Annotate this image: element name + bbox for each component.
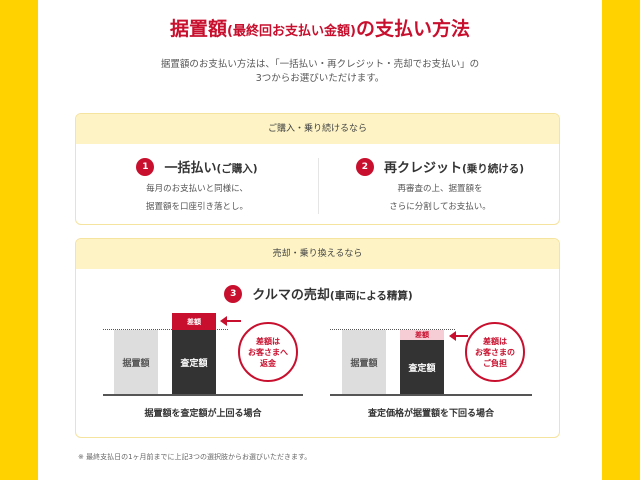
bubble-text: 返金 [260, 358, 276, 368]
baseline [330, 394, 532, 396]
refund-bubble: 差額は お客さまへ 返金 [238, 322, 298, 382]
difference-block: 差額 [172, 313, 216, 330]
diagram-caption: 据置額を査定額が上回る場合 [144, 409, 262, 419]
lead-line: 据置額のお支払い方法は、「一括払い・再クレジット・売却でお支払い」の [160, 59, 480, 70]
option-title-paren: (車両による精算) [329, 290, 413, 302]
number-badge: 2 [355, 157, 374, 176]
purchase-section: ご購入・乗り続けるなら 1 一括払い(ご購入) 毎月のお支払いと同様に、 据置額を… [75, 113, 560, 225]
title-part: の支払い方法 [355, 18, 470, 40]
divider [318, 158, 319, 214]
option-desc: 毎月のお支払いと同様に、 [146, 184, 248, 194]
option-title-paren: (ご購入) [216, 163, 258, 175]
reference-line [330, 329, 455, 330]
option-desc: さらに分割してお支払い。 [389, 202, 491, 212]
diagram-caption: 査定価格が据置額を下回る場合 [367, 409, 494, 419]
option-title-paren: (乗り続ける) [461, 163, 525, 175]
option-title-text: クルマの売却 [252, 288, 330, 303]
option-title: 再クレジット(乗り続ける) [384, 161, 524, 176]
baseline [103, 394, 303, 396]
deferred-amount-bar: 据置額 [342, 330, 386, 395]
bubble-text: ご負担 [483, 358, 507, 368]
lead-text: 据置額のお支払い方法は、「一括払い・再クレジット・売却でお支払い」の 3つからお選… [0, 58, 640, 86]
arrow-left-icon [449, 331, 468, 341]
arrow-left-icon [220, 316, 241, 326]
difference-block: 差額 [400, 330, 444, 340]
option-desc: 再審査の上、据置額を [397, 184, 483, 194]
number-badge: 3 [224, 284, 243, 303]
section-header: ご購入・乗り続けるなら [76, 114, 559, 144]
appraisal-bar: 査定額 [172, 330, 216, 395]
option-recredit: 2 再クレジット(乗り続ける) 再審査の上、据置額を さらに分割してお支払い。 [319, 156, 559, 216]
bubble-text: お客さまの [475, 347, 515, 357]
option-lump-sum: 1 一括払い(ご購入) 毎月のお支払いと同様に、 据置額を口座引き落とし。 [76, 156, 318, 216]
title-part: 据置額 [170, 18, 228, 40]
reference-line [103, 329, 228, 330]
option-sale: 3 クルマの売却(車両による精算) [76, 283, 559, 303]
bubble-text: 差額は [483, 336, 507, 346]
option-title-text: 一括払い [164, 161, 217, 176]
section-header: 売却・乗り換えるなら [76, 239, 559, 269]
option-title: クルマの売却(車両による精算) [252, 288, 412, 303]
option-desc: 据置額を口座引き落とし。 [145, 202, 248, 212]
option-title-text: 再クレジット [383, 161, 462, 176]
number-badge: 1 [136, 157, 155, 176]
appraisal-bar: 査定額 [400, 340, 444, 395]
bubble-text: お客さまへ [248, 347, 288, 357]
lead-line: 3つからお選びいただけます。 [255, 73, 385, 84]
option-title: 一括払い(ご購入) [164, 161, 257, 176]
bubble-text: 差額は [256, 336, 280, 346]
footnote: ※ 最終支払日の1ヶ月前までに上記3つの選択肢からお選びいただきます。 [78, 453, 312, 461]
page-title: 据置額(最終回お支払い金額)の支払い方法 [0, 14, 640, 41]
deferred-amount-bar: 据置額 [114, 330, 158, 395]
payment-bubble: 差額は お客さまの ご負担 [465, 322, 525, 382]
title-paren: (最終回お支払い金額) [227, 24, 356, 39]
